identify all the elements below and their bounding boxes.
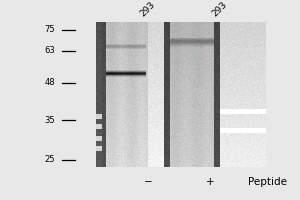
Text: 25: 25 — [44, 156, 55, 164]
Text: +: + — [206, 177, 214, 187]
Text: 48: 48 — [44, 78, 55, 87]
Text: 293: 293 — [210, 0, 229, 18]
Text: 63: 63 — [44, 46, 55, 55]
Text: −: − — [144, 177, 152, 187]
Text: 75: 75 — [44, 25, 55, 34]
Text: 293: 293 — [138, 0, 157, 18]
Text: 35: 35 — [44, 116, 55, 125]
Text: Peptide: Peptide — [248, 177, 287, 187]
